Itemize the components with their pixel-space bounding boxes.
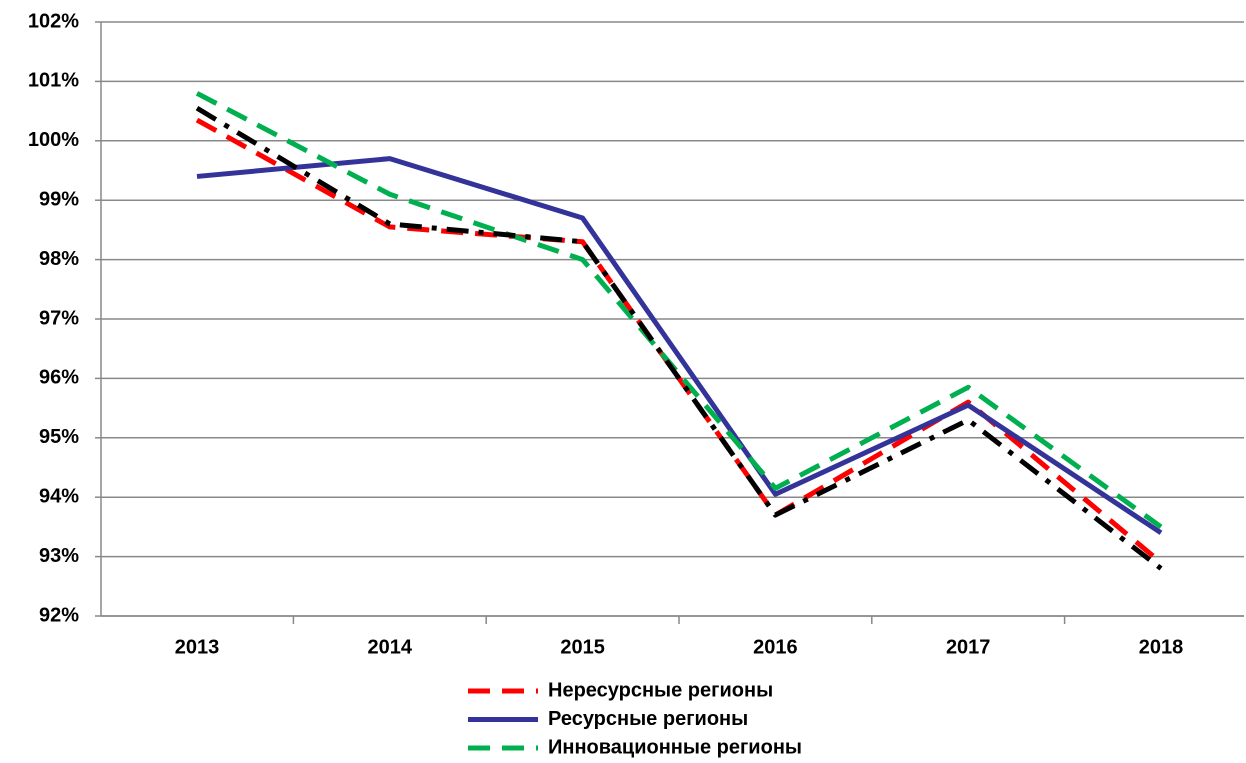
x-tick-label: 2016 (753, 636, 798, 658)
y-tick-label: 102% (28, 10, 79, 32)
series-line (195, 117, 1163, 565)
y-tick-label: 99% (39, 188, 79, 210)
y-tick-label: 95% (39, 426, 79, 448)
x-tick-label: 2015 (560, 636, 605, 658)
x-tick-label: 2018 (1139, 636, 1184, 658)
y-tick-label: 100% (28, 129, 79, 151)
series-line (195, 91, 1163, 529)
x-tick-label: 2014 (368, 636, 413, 658)
legend-label: Инновационные регионы (548, 736, 802, 758)
legend-label: Ресурсные регионы (548, 708, 748, 730)
legend-label: Нересурсные регионы (548, 679, 773, 701)
y-tick-label: 93% (39, 545, 79, 567)
y-tick-label: 92% (39, 604, 79, 626)
series-line (196, 156, 1163, 535)
y-tick-label: 98% (39, 248, 79, 270)
x-tick-label: 2017 (946, 636, 991, 658)
x-tick-label: 2013 (175, 636, 220, 658)
y-tick-label: 94% (39, 485, 79, 507)
y-tick-label: 96% (39, 367, 79, 389)
series-line (195, 105, 1163, 571)
y-tick-label: 101% (28, 70, 79, 92)
y-tick-label: 97% (39, 307, 79, 329)
